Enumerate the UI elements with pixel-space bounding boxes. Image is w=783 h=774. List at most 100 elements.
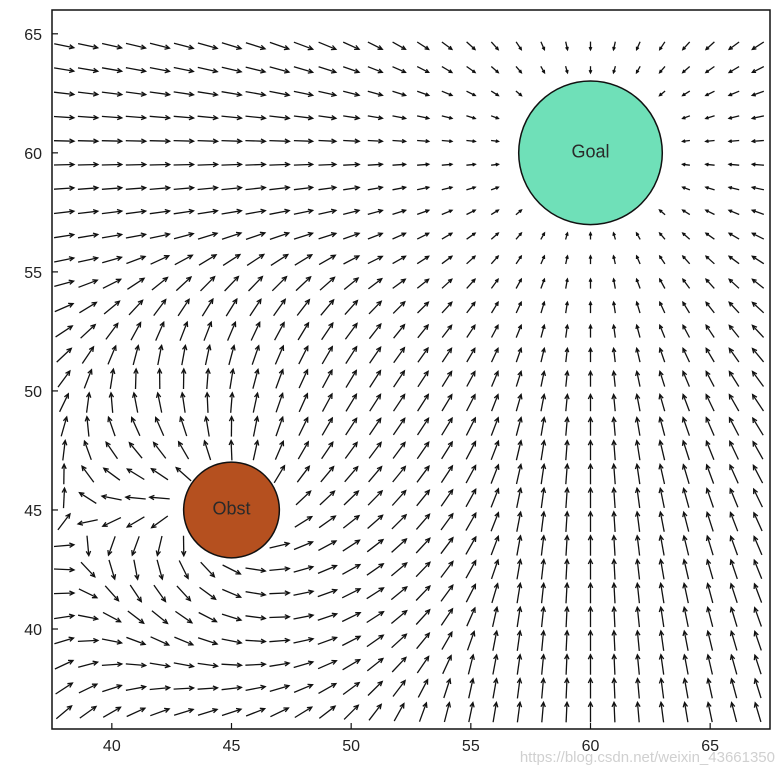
field-arrow-shaft bbox=[391, 490, 407, 506]
field-arrow-head bbox=[706, 701, 712, 708]
field-arrow-shaft bbox=[636, 371, 641, 387]
field-arrow-shaft bbox=[222, 254, 241, 266]
field-arrow-head bbox=[303, 416, 309, 423]
field-arrow-shaft bbox=[683, 630, 689, 651]
field-arrow-head bbox=[517, 369, 523, 377]
field-arrow-shaft bbox=[728, 278, 740, 289]
field-arrow-shaft bbox=[366, 563, 384, 576]
field-arrow-shaft bbox=[197, 662, 218, 667]
field-arrow-head bbox=[564, 653, 570, 660]
field-arrow-head bbox=[212, 640, 219, 646]
field-arrow-shaft bbox=[754, 607, 763, 627]
field-arrow-head bbox=[448, 45, 454, 51]
field-arrow-head bbox=[137, 299, 144, 306]
field-arrow-shaft bbox=[294, 254, 313, 266]
field-arrow-head bbox=[564, 558, 570, 565]
field-arrow-head bbox=[303, 440, 310, 447]
field-arrow-shaft bbox=[751, 90, 765, 97]
field-arrow-head bbox=[354, 91, 361, 97]
field-arrow-head bbox=[472, 92, 477, 97]
field-arrow-shaft bbox=[298, 417, 309, 436]
field-arrow-head bbox=[354, 658, 362, 665]
field-arrow-shaft bbox=[81, 346, 95, 364]
field-arrow-shaft bbox=[57, 370, 71, 388]
field-arrow-shaft bbox=[102, 517, 122, 527]
field-arrow-head bbox=[611, 486, 617, 493]
field-arrow-head bbox=[331, 540, 338, 546]
field-arrow-head bbox=[470, 370, 476, 377]
field-arrow-shaft bbox=[245, 186, 266, 191]
field-arrow-shaft bbox=[367, 681, 383, 696]
field-arrow-head bbox=[376, 441, 383, 448]
field-arrow-head bbox=[423, 370, 429, 377]
field-arrow-shaft bbox=[342, 515, 360, 529]
field-arrow-shaft bbox=[636, 559, 641, 580]
field-arrow-shaft bbox=[83, 440, 92, 461]
field-arrow-head bbox=[425, 139, 431, 144]
field-arrow-shaft bbox=[230, 440, 233, 461]
field-arrow-shaft bbox=[660, 678, 665, 699]
field-arrow-shaft bbox=[269, 685, 290, 693]
field-arrow-head bbox=[424, 585, 431, 592]
field-arrow-head bbox=[541, 300, 546, 306]
field-arrow-shaft bbox=[197, 210, 218, 215]
field-arrow-shaft bbox=[490, 66, 499, 74]
field-arrow-head bbox=[115, 278, 123, 284]
field-arrow-head bbox=[212, 114, 220, 121]
field-arrow-head bbox=[470, 606, 476, 614]
field-arrow-head bbox=[495, 92, 500, 97]
field-arrow-head bbox=[92, 279, 99, 285]
field-arrow-shaft bbox=[248, 276, 263, 292]
field-arrow-shaft bbox=[101, 115, 122, 119]
field-arrow-shaft bbox=[516, 559, 522, 580]
field-arrow-head bbox=[750, 92, 756, 97]
field-arrow-head bbox=[303, 392, 309, 399]
field-arrow-head bbox=[376, 465, 383, 472]
field-arrow-shaft bbox=[133, 559, 139, 580]
field-arrow-head bbox=[448, 536, 454, 543]
field-arrow-head bbox=[423, 346, 429, 354]
field-arrow-shaft bbox=[221, 66, 242, 73]
field-arrow-shaft bbox=[492, 678, 498, 699]
field-arrow-shaft bbox=[345, 346, 358, 364]
field-arrow-head bbox=[681, 232, 686, 237]
field-arrow-head bbox=[682, 653, 688, 660]
field-arrow-head bbox=[186, 618, 194, 624]
field-arrow-shaft bbox=[636, 678, 640, 699]
field-arrow-shaft bbox=[466, 348, 476, 363]
field-arrow-head bbox=[541, 69, 546, 75]
field-arrow-head bbox=[471, 511, 477, 519]
field-arrow-head bbox=[283, 45, 291, 51]
field-arrow-shaft bbox=[659, 278, 666, 289]
field-arrow-head bbox=[681, 416, 688, 423]
field-arrow-head bbox=[140, 67, 148, 74]
field-arrow-head bbox=[752, 416, 758, 424]
field-arrow-head bbox=[399, 346, 406, 353]
field-arrow-shaft bbox=[391, 656, 407, 673]
field-arrow-shaft bbox=[101, 233, 122, 239]
field-arrow-shaft bbox=[318, 705, 336, 719]
field-arrow-head bbox=[681, 186, 686, 190]
field-arrow-shaft bbox=[613, 654, 616, 675]
field-arrow-shaft bbox=[367, 255, 383, 265]
field-arrow-head bbox=[236, 685, 243, 691]
field-arrow-head bbox=[327, 368, 333, 376]
field-arrow-shaft bbox=[105, 441, 119, 460]
field-arrow-head bbox=[493, 629, 499, 637]
field-arrow-shaft bbox=[540, 607, 545, 628]
field-arrow-shaft bbox=[149, 140, 170, 142]
field-arrow-head bbox=[423, 417, 430, 424]
field-arrow-head bbox=[611, 439, 617, 446]
field-arrow-shaft bbox=[175, 276, 192, 292]
field-arrow-head bbox=[447, 464, 454, 471]
field-arrow-shaft bbox=[245, 591, 266, 596]
field-arrow-head bbox=[540, 700, 546, 708]
field-arrow-head bbox=[116, 639, 124, 645]
field-arrow-head bbox=[471, 301, 476, 307]
x-tick-label: 40 bbox=[103, 738, 121, 755]
field-arrow-head bbox=[493, 677, 499, 684]
field-arrow-head bbox=[401, 538, 408, 544]
field-arrow-head bbox=[207, 320, 213, 328]
field-arrow-head bbox=[183, 573, 189, 580]
field-arrow-head bbox=[330, 115, 338, 121]
